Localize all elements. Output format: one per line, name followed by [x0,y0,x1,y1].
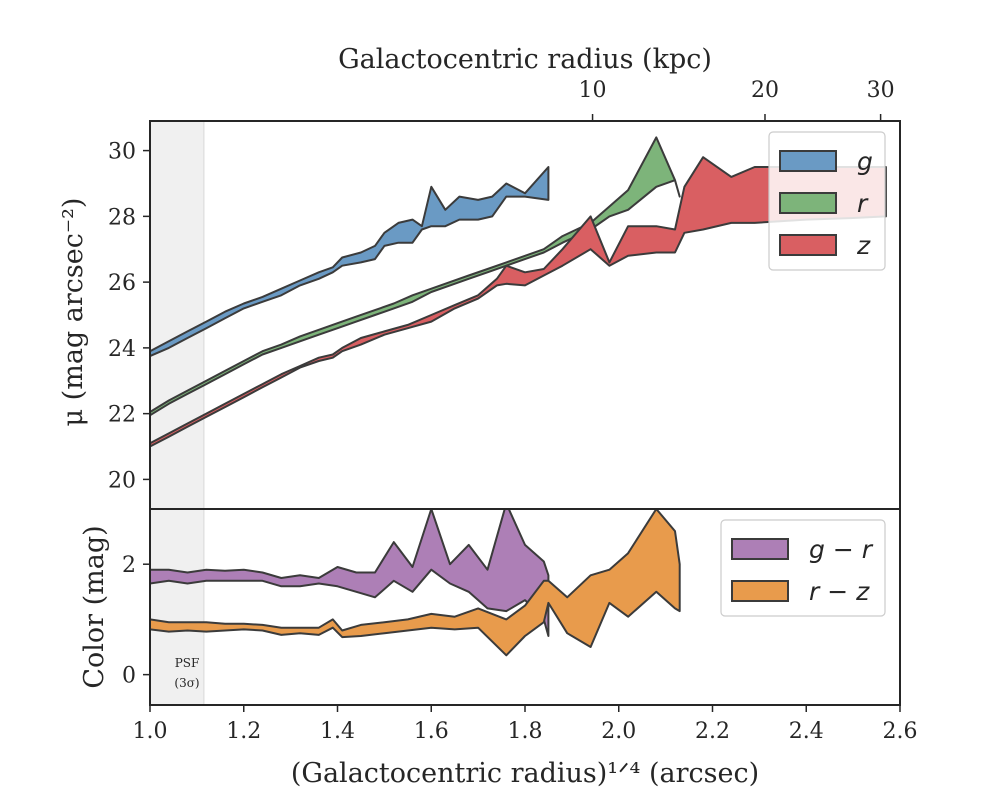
psf-annotation-line1: PSF [175,656,200,670]
top-axis-label: Galactocentric radius (kpc) [338,44,712,75]
legend-swatch-z [779,234,837,256]
series-band-r-z [150,509,681,657]
x-tick-label: 2.6 [883,719,918,744]
bottom-panel-series [150,509,681,657]
series-band-z [149,156,887,448]
bottom-legend: g − r r − z [720,519,886,617]
axis-ticks: 20 22 24 26 28 30 0 2 1.0 1.2 1.4 1.6 1.8 2.0 2.2 2.4 2.… [108,78,918,744]
bottom-y-axis-label: Color (mag) [79,525,110,688]
y-tick-label: 30 [108,140,136,165]
top-legend: grz [768,131,886,271]
legend-label-z: z [856,231,871,260]
x-tick-label: 2.4 [789,719,824,744]
y-tick-label: 2 [122,553,136,578]
y-tick-label: 24 [108,337,136,362]
x-tick-label: 1.2 [226,719,261,744]
top-panel-series [149,136,887,448]
psf-annotation-line2: (3σ) [174,676,199,690]
series-band-r [149,136,681,417]
x-tick-label: 1.6 [414,719,449,744]
top-x-tick-label: 30 [867,78,895,103]
legend-swatch-r [779,192,837,214]
legend-swatch-r-z [731,580,789,602]
x-tick-label: 2.0 [601,719,636,744]
y-tick-label: 28 [108,205,136,230]
y-tick-label: 22 [108,403,136,428]
x-tick-label: 1.8 [508,719,543,744]
bottom-x-axis-label: (Galactocentric radius)¹ᐟ⁴ (arcsec) [291,758,759,789]
legend-swatch-g-r [731,538,789,560]
series-band-g-r [150,509,550,637]
psf-shade-top [149,120,205,510]
y-tick-label: 26 [108,271,136,296]
top-x-tick-label: 10 [579,78,607,103]
legend-label-g-r: g − r [809,535,874,564]
y-tick-label: 0 [122,664,136,689]
psf-shade-bottom [149,508,205,706]
legend-label-r: r [857,189,869,218]
series-band-g [149,166,550,358]
x-tick-label: 1.0 [133,719,168,744]
top-y-axis-label: μ (mag arcsec⁻²) [58,198,89,427]
legend-swatch-g [779,150,837,172]
legend-label-r-z: r − z [809,577,870,606]
top-x-tick-label: 20 [751,78,779,103]
x-tick-label: 2.2 [695,719,730,744]
x-tick-label: 1.4 [320,719,355,744]
y-tick-label: 20 [108,468,136,493]
legend-label-g: g [857,147,873,176]
